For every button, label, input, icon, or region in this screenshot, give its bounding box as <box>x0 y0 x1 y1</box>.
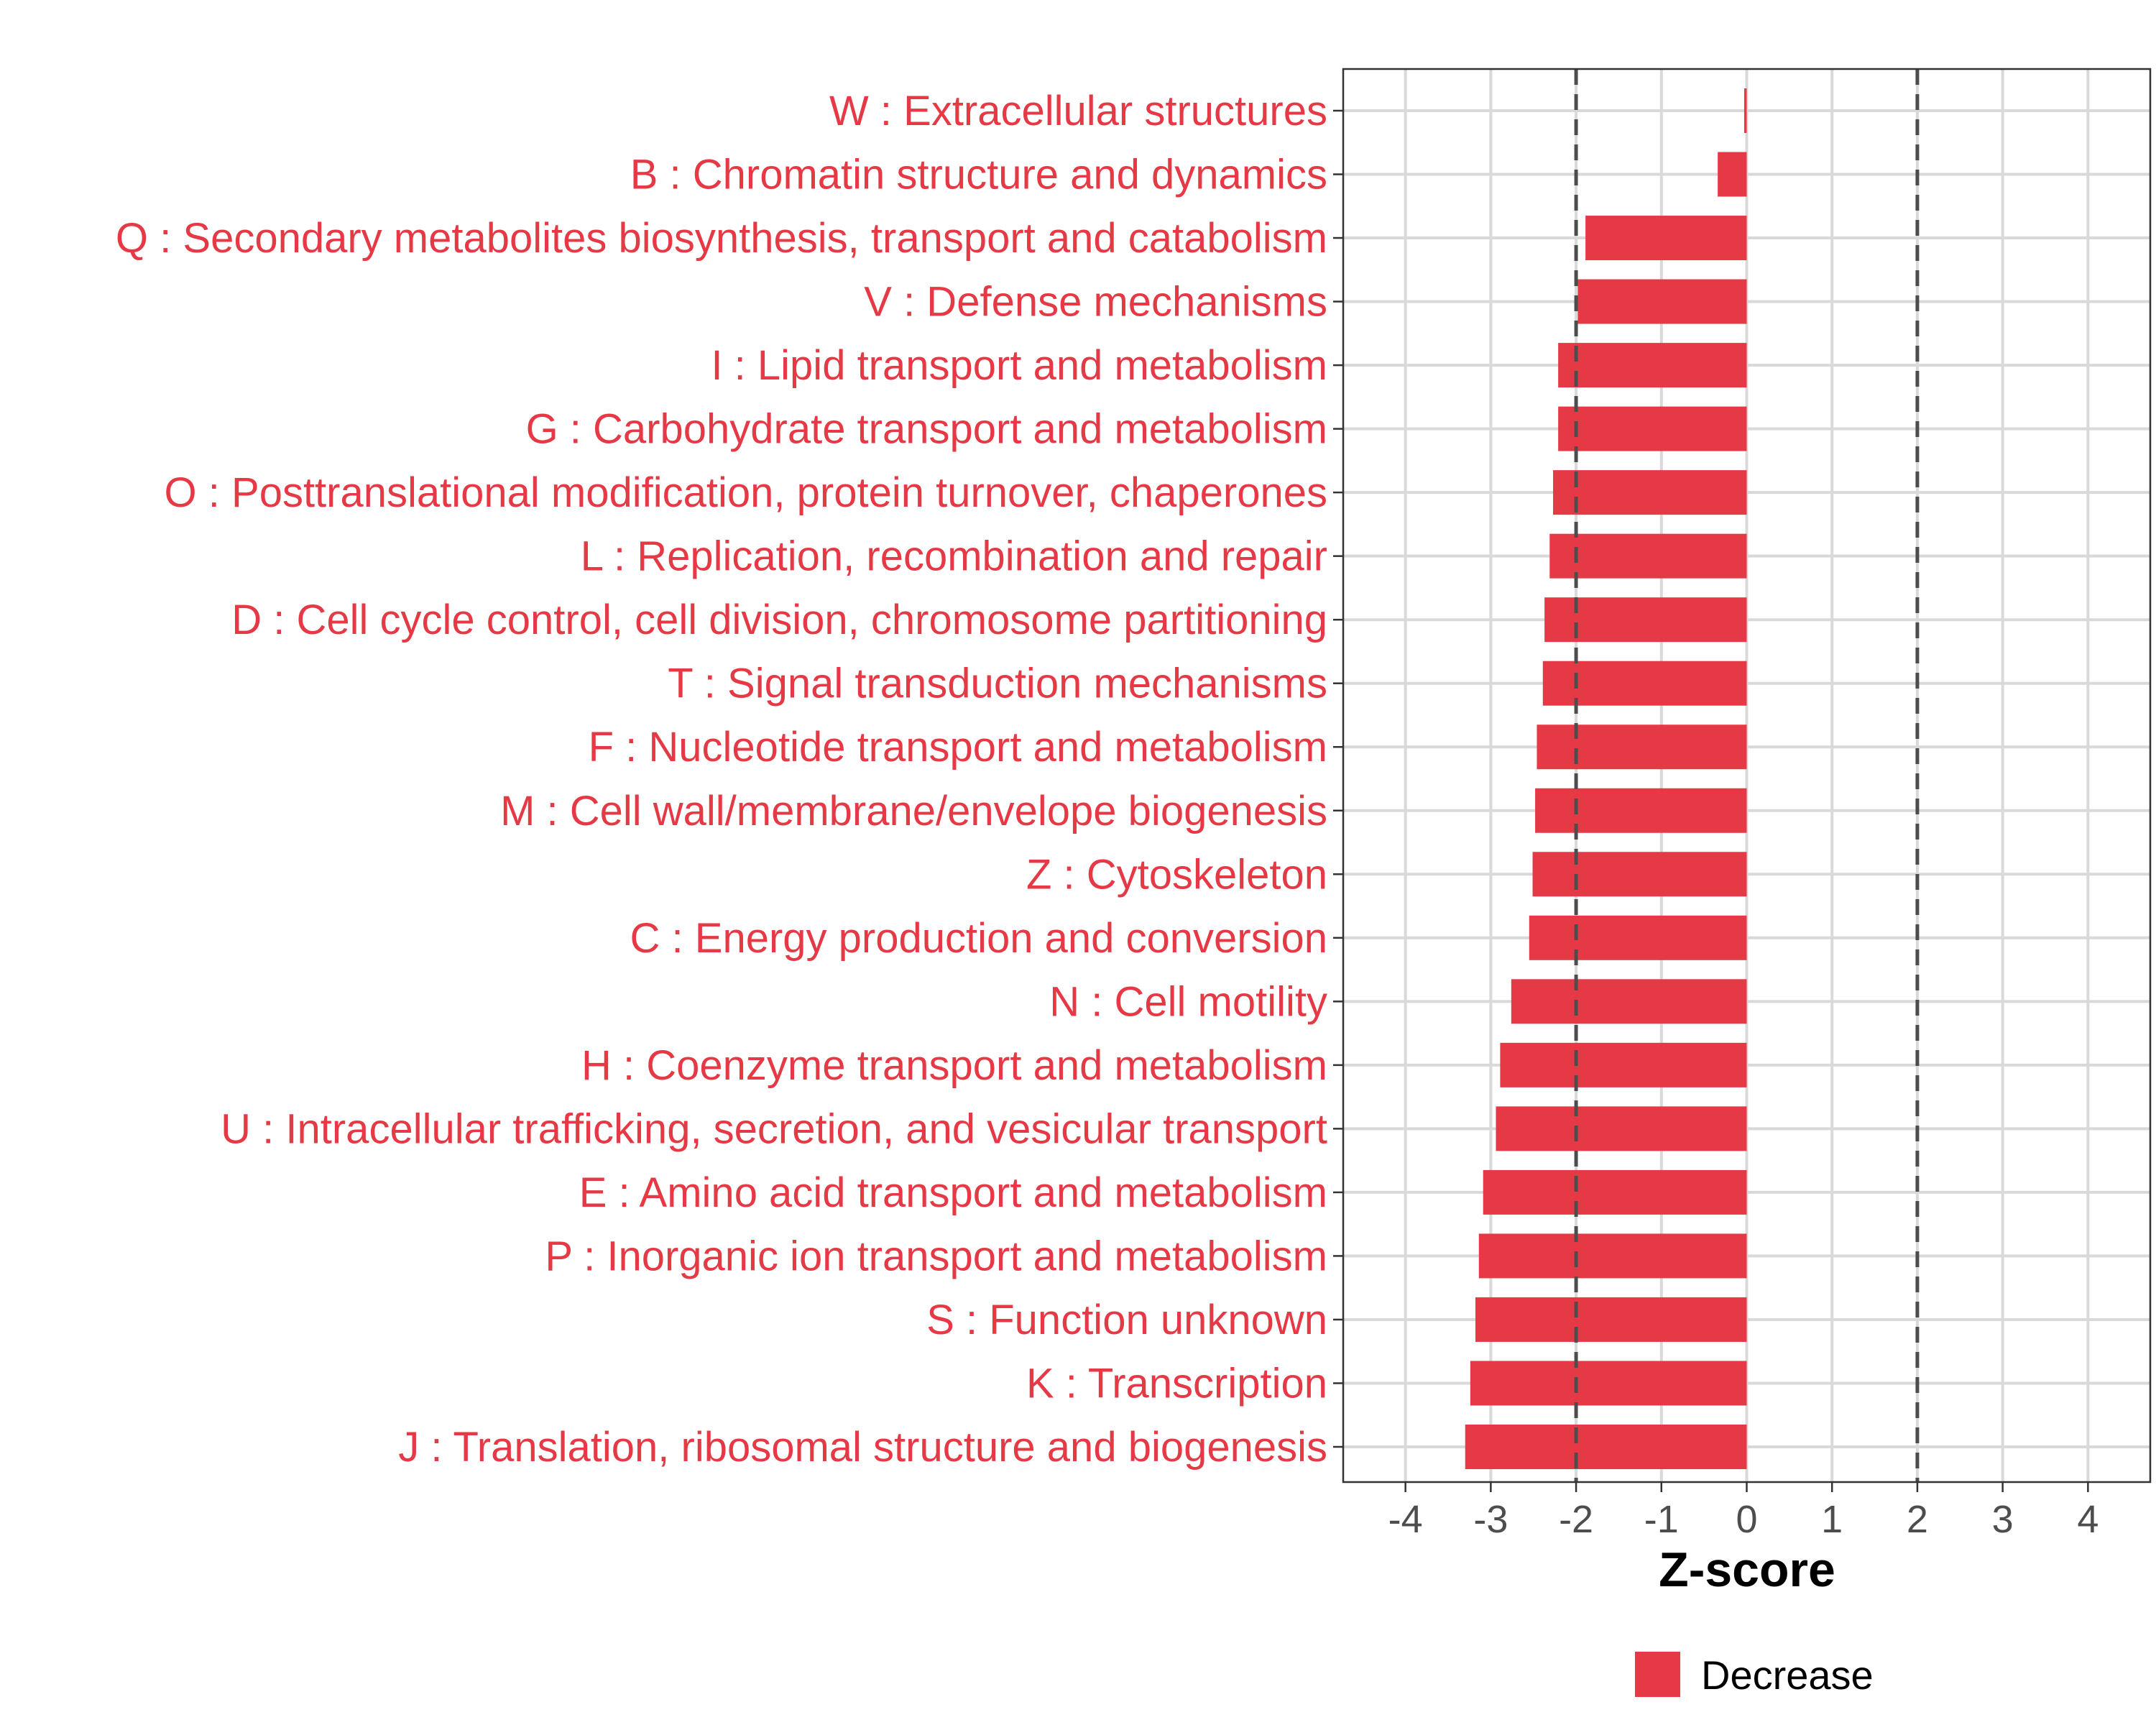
bar <box>1511 979 1747 1024</box>
bar <box>1577 279 1747 324</box>
category-label: U : Intracellular trafficking, secretion… <box>221 1105 1327 1152</box>
x-tick-label: 1 <box>1821 1498 1843 1541</box>
x-tick-label: -3 <box>1473 1498 1508 1541</box>
bar <box>1542 661 1747 706</box>
x-tick-label: -1 <box>1644 1498 1679 1541</box>
category-label: C : Energy production and conversion <box>630 915 1327 962</box>
category-label: I : Lipid transport and metabolism <box>711 342 1327 389</box>
bar <box>1549 533 1747 579</box>
category-label: H : Coenzyme transport and metabolism <box>581 1042 1327 1089</box>
bar <box>1585 216 1747 261</box>
category-label: L : Replication, recombination and repai… <box>581 533 1327 580</box>
bar <box>1558 406 1747 451</box>
x-tick-label: 2 <box>1907 1498 1928 1541</box>
category-label: V : Defense mechanisms <box>864 279 1327 326</box>
x-axis-ticks: -4 -3 -2 -1 0 1 2 3 4 <box>1388 1482 2099 1541</box>
bar <box>1500 1042 1747 1087</box>
bar <box>1544 597 1747 643</box>
category-label: N : Cell motility <box>1049 978 1327 1025</box>
category-label: S : Function unknown <box>926 1297 1327 1343</box>
legend-swatch-decrease <box>1635 1652 1680 1697</box>
category-label: K : Transcription <box>1026 1360 1327 1407</box>
x-tick-label: -4 <box>1388 1498 1423 1541</box>
bar <box>1532 852 1747 897</box>
category-label: M : Cell wall/membrane/envelope biogenes… <box>500 788 1327 834</box>
x-tick-label: -2 <box>1559 1498 1593 1541</box>
category-label: P : Inorganic ion transport and metaboli… <box>545 1233 1327 1279</box>
bar <box>1465 1425 1747 1469</box>
category-label: O : Posttranslational modification, prot… <box>165 469 1327 516</box>
x-tick-label: 3 <box>1992 1498 2014 1541</box>
bar <box>1470 1361 1747 1406</box>
legend: Decrease <box>1635 1652 1874 1698</box>
x-tick-label: 4 <box>2077 1498 2099 1541</box>
bar <box>1553 470 1747 515</box>
bars <box>1465 88 1747 1469</box>
category-label: E : Amino acid transport and metabolism <box>579 1169 1327 1216</box>
category-label: B : Chromatin structure and dynamics <box>630 152 1327 198</box>
category-label: Z : Cytoskeleton <box>1026 851 1327 898</box>
x-tick-label: 0 <box>1736 1498 1757 1541</box>
category-label: G : Carbohydrate transport and metabolis… <box>526 406 1327 453</box>
category-label: W : Extracellular structures <box>829 88 1327 134</box>
bar <box>1529 915 1747 960</box>
reference-lines <box>1574 69 1920 1482</box>
bar <box>1496 1106 1747 1151</box>
category-label: J : Translation, ribosomal structure and… <box>398 1424 1327 1471</box>
category-label: F : Nucleotide transport and metabolism <box>589 724 1327 770</box>
bar <box>1718 152 1747 197</box>
x-axis-title: Z-score <box>1659 1542 1835 1597</box>
category-label: T : Signal transduction mechanisms <box>668 661 1327 707</box>
bar <box>1478 1233 1747 1279</box>
category-label: Q : Secondary metabolites biosynthesis, … <box>116 215 1327 262</box>
bar <box>1537 724 1747 770</box>
bar <box>1743 88 1747 133</box>
category-label: D : Cell cycle control, cell division, c… <box>231 597 1327 643</box>
bar <box>1475 1297 1747 1342</box>
category-labels: W : Extracellular structures B : Chromati… <box>116 88 1343 1471</box>
legend-label-decrease: Decrease <box>1701 1652 1874 1698</box>
bar <box>1483 1169 1747 1215</box>
bar <box>1558 343 1747 388</box>
bar <box>1535 788 1747 833</box>
